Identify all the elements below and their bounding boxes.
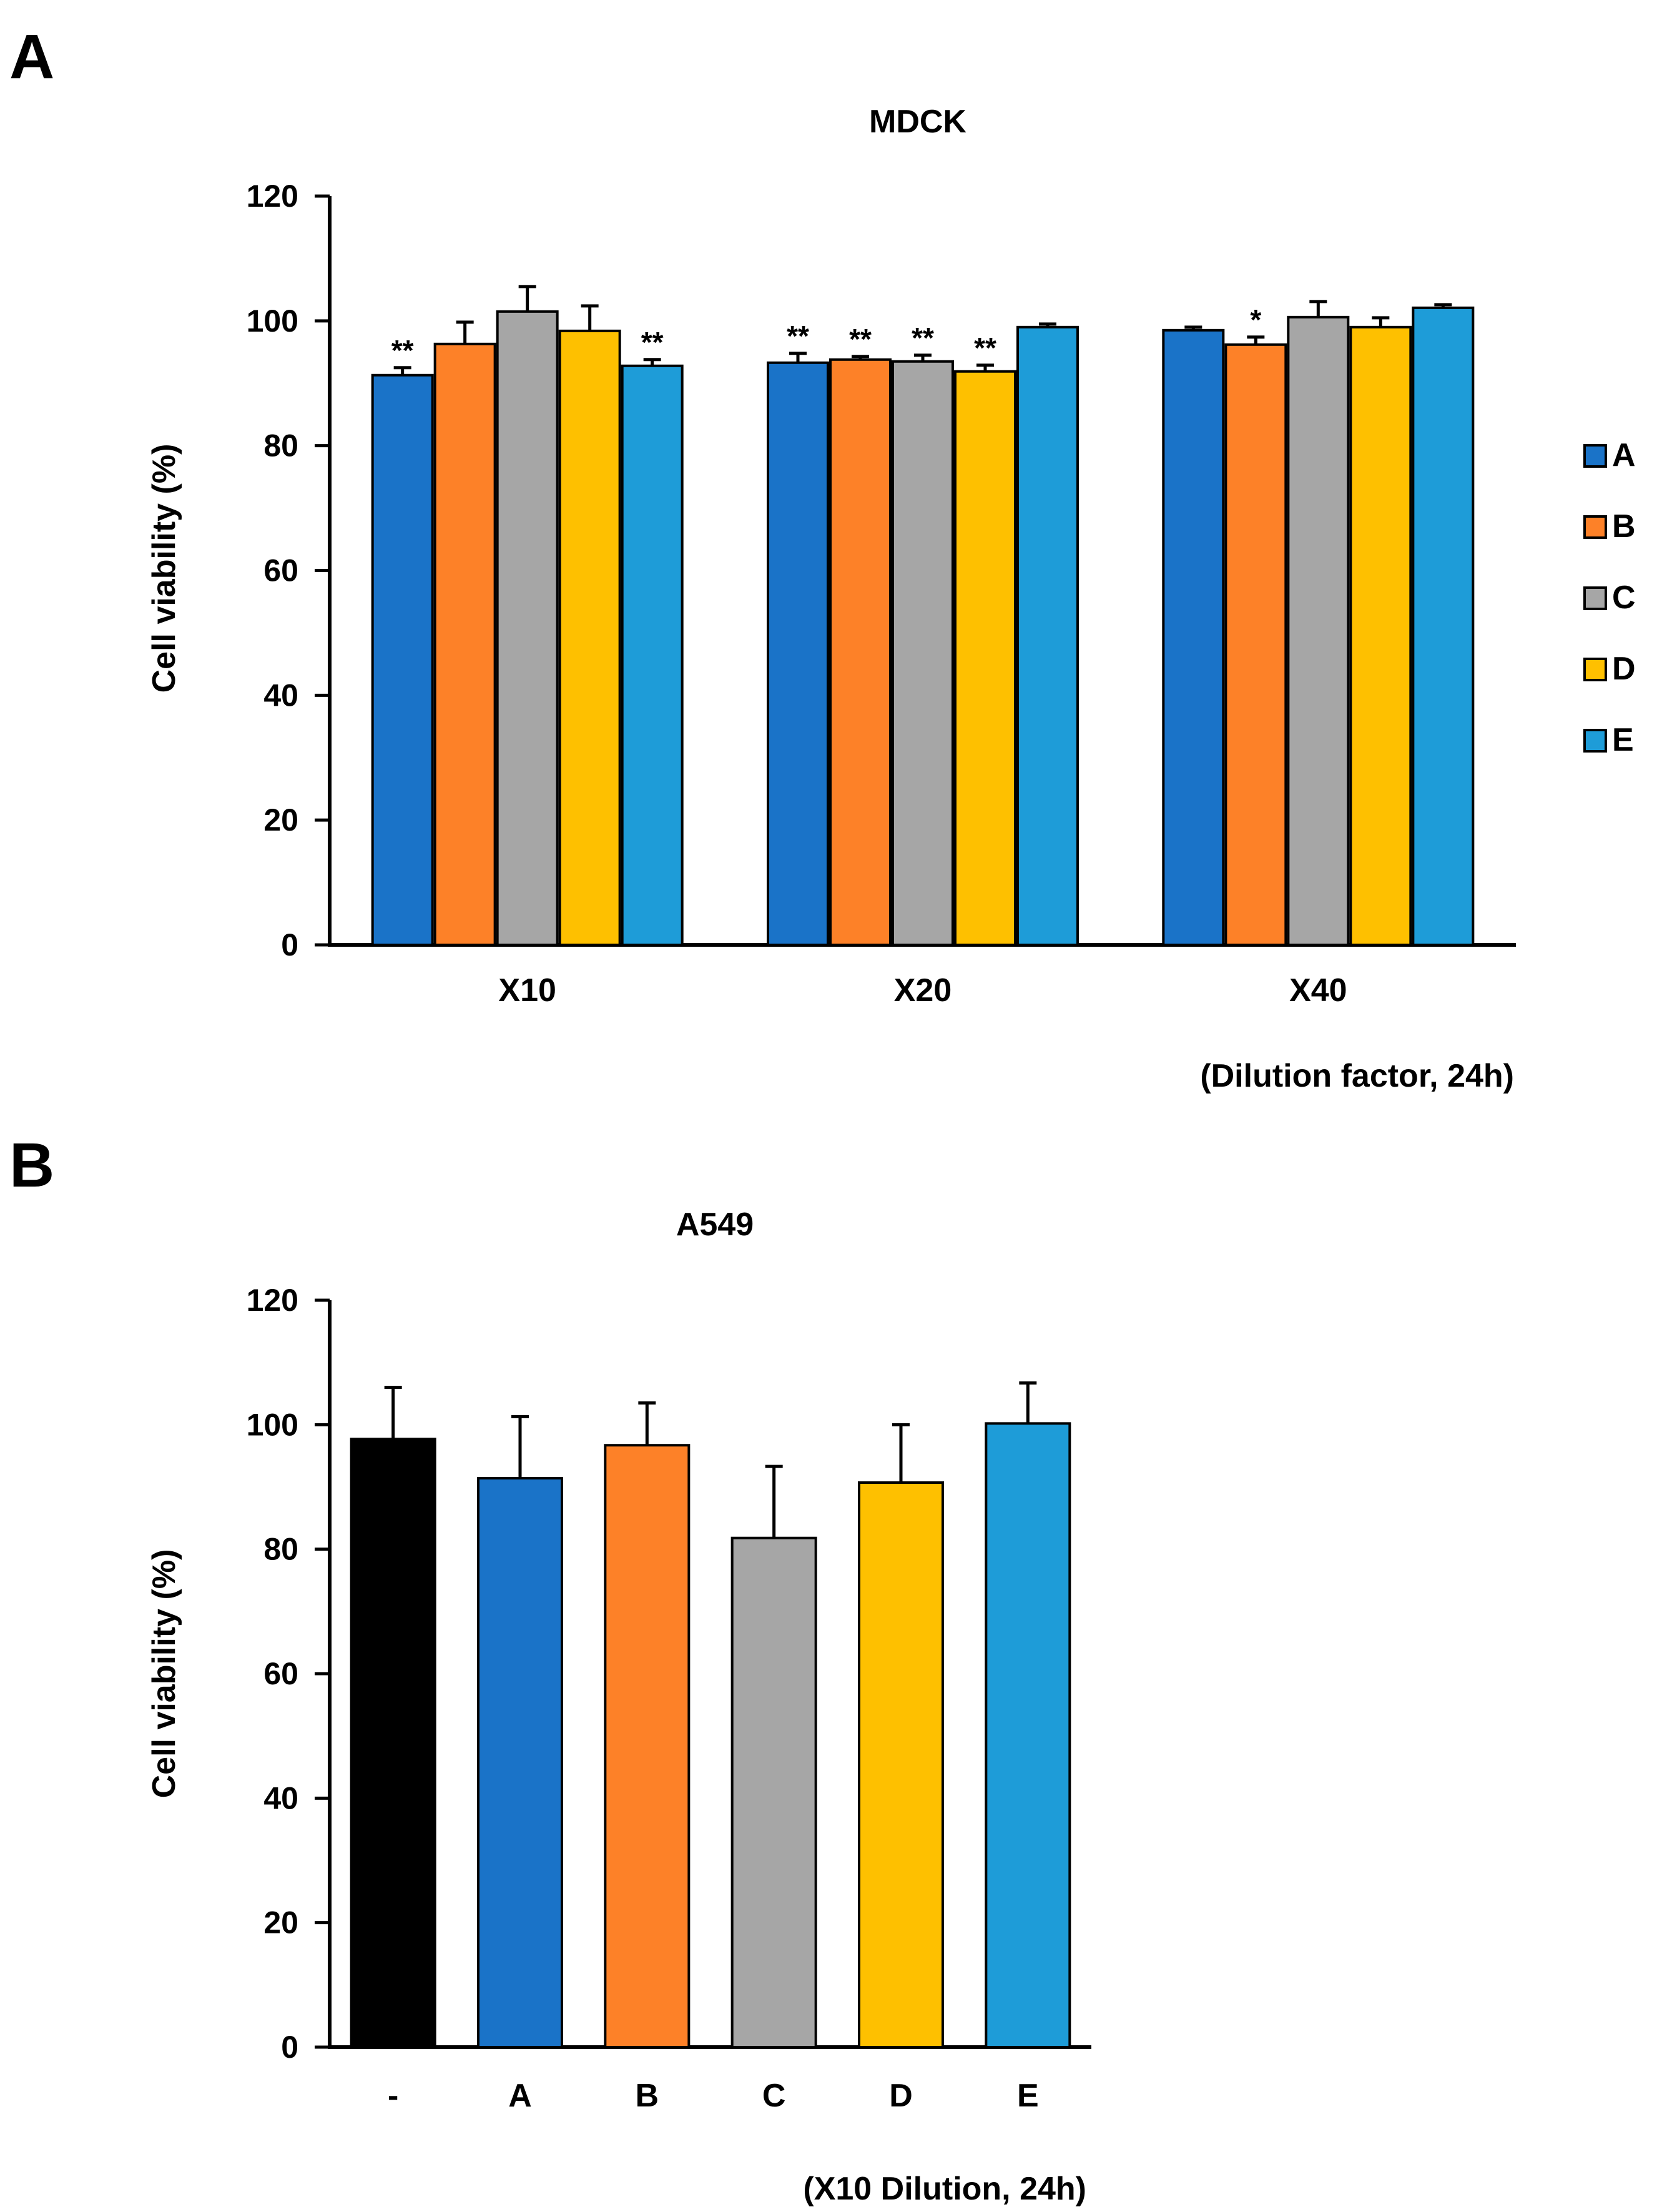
panel-b-ylabel: Cell viability (%) <box>146 1549 182 1799</box>
panel-a-plot: 0 20 40 60 80 100 120 ** ** X10 ** ** ** ** X20 * X40 <box>247 179 1516 1009</box>
panel-a-y-tick-label: 0 <box>281 927 298 962</box>
panel-a-title: MDCK <box>869 104 966 140</box>
bar-C-X40 <box>1287 315 1350 947</box>
bar-E <box>985 1422 1071 2049</box>
x-category-label: D <box>889 2078 913 2114</box>
significance-marker: ** <box>391 334 414 367</box>
x-category-label: X10 <box>498 972 556 1009</box>
x-category-label: B <box>636 2078 659 2114</box>
significance-marker: * <box>1250 304 1261 336</box>
legend-swatch-C <box>1583 586 1607 610</box>
bar-B-X20 <box>829 358 892 946</box>
bar-E-X20 <box>1016 325 1079 946</box>
panel-b-plot: 0 20 40 60 80 100 120 - A B C D E <box>247 1283 1091 2114</box>
panel-a-y-tick-label: 80 <box>263 428 298 463</box>
panel-a-y-tick-label: 60 <box>263 553 298 588</box>
bar-E-X10 <box>621 364 684 946</box>
bar-B <box>604 1444 691 2049</box>
panel-a-y-tick-label: 100 <box>247 304 298 338</box>
panel-b-y-tick-label: 80 <box>263 1532 298 1567</box>
x-category-label: E <box>1017 2078 1039 2114</box>
legend-swatch-B <box>1583 515 1607 539</box>
legend-label-E: E <box>1612 722 1634 758</box>
bar-C <box>730 1536 817 2048</box>
bar-B-X10 <box>433 342 496 946</box>
panel-a-y-tick-label: 120 <box>247 179 298 214</box>
bar-D <box>858 1481 944 2049</box>
bar-A <box>477 1477 563 2048</box>
significance-marker: ** <box>912 322 934 354</box>
bar-B-X40 <box>1224 343 1287 946</box>
x-category-label: C <box>762 2078 786 2114</box>
panel-b-y-tick-label: 20 <box>263 1905 298 1940</box>
panel-a-y-tick-label: 20 <box>263 802 298 837</box>
panel-b-y-tick-label: 120 <box>247 1283 298 1318</box>
bar-D-X40 <box>1349 325 1412 946</box>
legend-label-B: B <box>1612 508 1636 545</box>
panel-a-ylabel: Cell viability (%) <box>146 444 182 693</box>
panel-b-y-tick-label: 0 <box>281 2030 298 2065</box>
legend-label-A: A <box>1612 437 1636 473</box>
bar-A-X10 <box>371 373 434 946</box>
bar-D-X20 <box>954 370 1016 946</box>
x-category-label: A <box>508 2078 532 2114</box>
significance-marker: ** <box>974 332 996 364</box>
significance-marker: ** <box>641 326 664 358</box>
legend-swatch-D <box>1583 658 1607 681</box>
legend-label-C: C <box>1612 580 1636 616</box>
significance-marker: ** <box>849 323 872 355</box>
panel-a-xnote: (Dilution factor, 24h) <box>1200 1058 1514 1094</box>
panel-b-letter: B <box>9 1130 54 1200</box>
panel-b-xnote: (X10 Dilution, 24h) <box>803 2171 1086 2207</box>
bar-E-X40 <box>1412 306 1475 946</box>
panel-b-y-tick-label: 100 <box>247 1407 298 1442</box>
panel-b-title: A549 <box>676 1207 754 1243</box>
significance-marker: ** <box>787 320 809 352</box>
bar-A-X40 <box>1162 328 1225 946</box>
bar-A-X20 <box>767 361 829 946</box>
legend-swatch-A <box>1583 444 1607 468</box>
x-category-label: - <box>388 2078 398 2114</box>
x-category-label: X20 <box>894 972 952 1009</box>
bar-D-X10 <box>558 329 621 946</box>
panel-b-y-tick-label: 40 <box>263 1780 298 1815</box>
x-category-label: X40 <box>1289 972 1347 1009</box>
panel-a-letter: A <box>9 22 54 92</box>
bar-control <box>350 1438 436 2048</box>
legend-swatch-E <box>1583 729 1607 753</box>
panel-a-y-tick-label: 40 <box>263 678 298 713</box>
panel-b-y-tick-label: 60 <box>263 1656 298 1691</box>
legend-label-D: D <box>1612 651 1636 687</box>
bar-C-X20 <box>892 360 954 946</box>
bar-C-X10 <box>496 310 559 946</box>
